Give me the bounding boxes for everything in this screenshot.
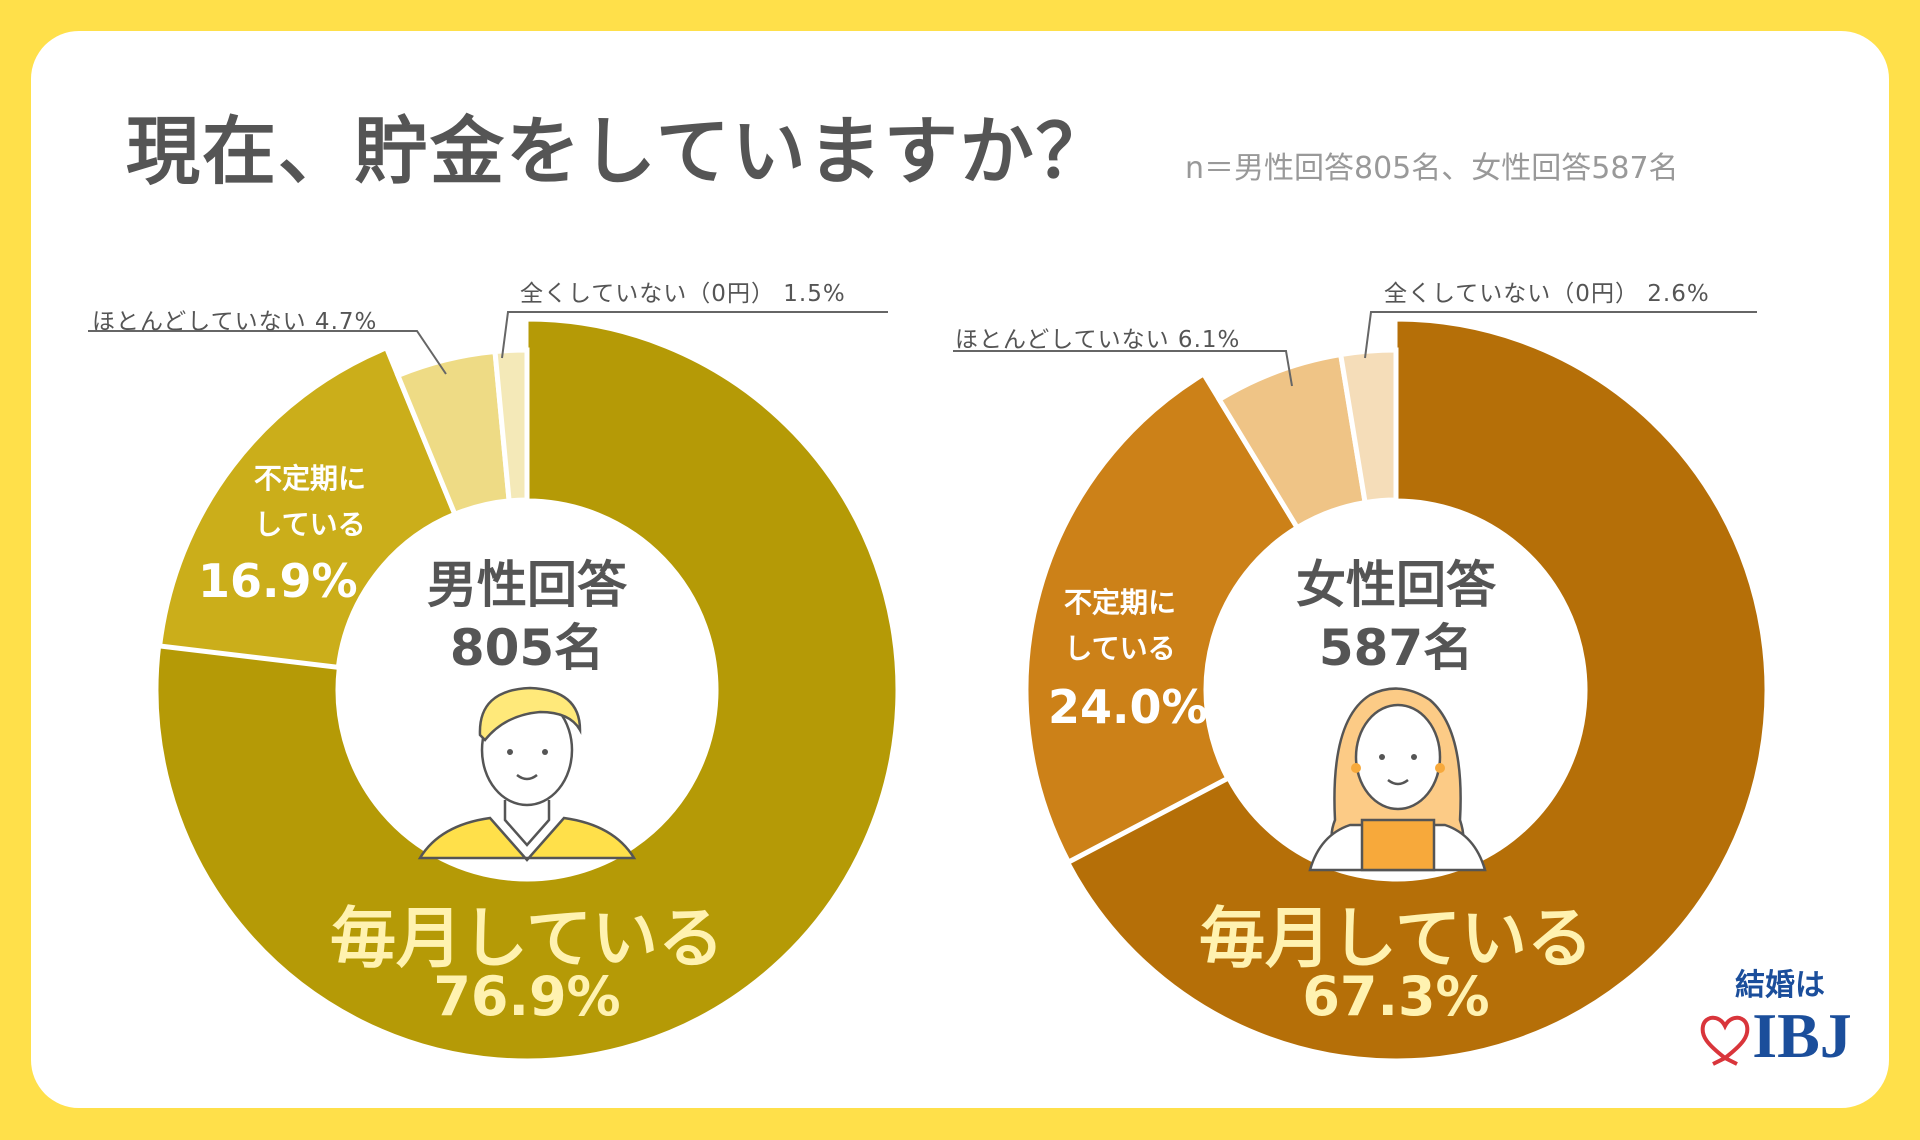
pct-monthly-female: 67.3% xyxy=(1302,965,1490,1028)
label-rarely-male: ほとんどしていない 4.7% xyxy=(92,309,378,335)
woman-eye xyxy=(1411,754,1417,760)
logo-tagline: 結婚は xyxy=(1735,968,1825,1003)
woman-top xyxy=(1360,818,1436,872)
center-title-female: 女性回答 xyxy=(1296,556,1496,614)
label-irregular-line1: 不定期に xyxy=(1063,586,1176,619)
heart-icon xyxy=(1700,1015,1750,1066)
man-hair xyxy=(478,686,582,742)
pct-monthly-male: 76.9% xyxy=(433,965,621,1028)
label-never-female: 全くしていない（0円） 2.6% xyxy=(1384,281,1710,307)
label-irregular-line2: している xyxy=(254,508,366,541)
ibj-logo: 結婚は IBJ xyxy=(1695,960,1865,1068)
label-rarely-female: ほとんどしていない 6.1% xyxy=(955,327,1241,353)
label-monthly-female: 毎月している xyxy=(1198,900,1594,977)
pct-irregular-male: 16.9% xyxy=(198,554,358,608)
pct-irregular-female: 24.0% xyxy=(1048,680,1208,734)
center-count-male: 805名 xyxy=(449,619,605,677)
logo-text: IBJ xyxy=(1752,1000,1852,1071)
leader-never-female xyxy=(1364,311,1757,359)
label-irregular-female: 不定期に している xyxy=(1040,580,1200,672)
slice-monthly xyxy=(1066,318,1768,1062)
label-never-male: 全くしていない（0円） 1.5% xyxy=(520,281,846,307)
label-monthly-male: 毎月している xyxy=(329,900,725,977)
man-neck xyxy=(503,800,551,847)
center-title-male: 男性回答 xyxy=(427,556,627,614)
leader-rarely-female xyxy=(953,350,1293,387)
leader-rarely-male xyxy=(88,330,447,375)
label-irregular-male: 不定期に している xyxy=(230,456,390,548)
label-irregular-line1: 不定期に xyxy=(253,462,366,495)
man-eye xyxy=(542,749,548,755)
woman-face xyxy=(1354,703,1442,811)
label-irregular-line2: している xyxy=(1064,632,1176,665)
leader-never-male xyxy=(501,311,888,359)
woman-earring xyxy=(1351,763,1361,773)
sample-size-note: n＝男性回答805名、女性回答587名 xyxy=(1185,151,1679,186)
man-eye xyxy=(507,749,513,755)
woman-earring xyxy=(1435,763,1445,773)
woman-eye xyxy=(1379,754,1385,760)
woman-mouth xyxy=(1387,778,1409,786)
page-title: 現在、貯金をしていますか？ xyxy=(126,109,1112,195)
center-count-female: 587名 xyxy=(1318,619,1474,677)
man-shirt xyxy=(417,816,637,862)
man-mouth xyxy=(516,773,538,781)
